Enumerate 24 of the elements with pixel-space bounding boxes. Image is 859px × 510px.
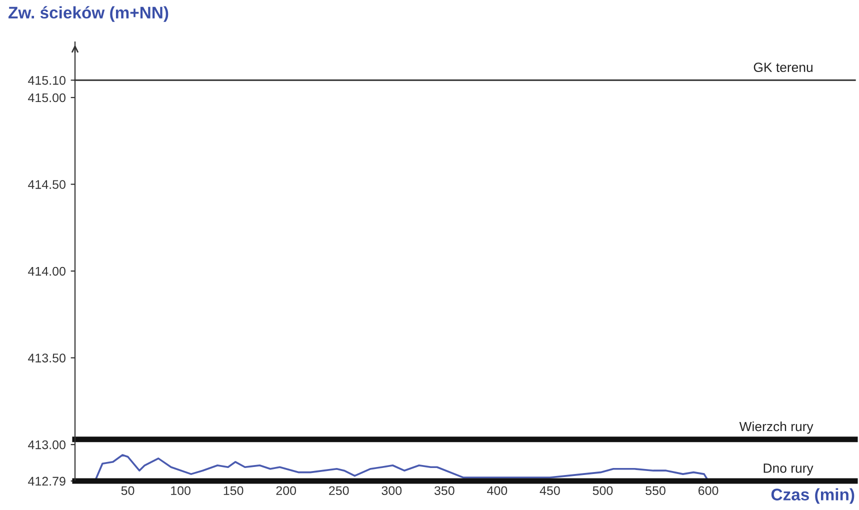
x-tick-label: 500 [592, 486, 613, 496]
x-tick-label: 50 [121, 486, 134, 496]
x-tick-label: 300 [382, 486, 402, 496]
x-tick-label: 200 [276, 486, 296, 496]
y-tick-label: 413.50 [28, 354, 66, 362]
y-tick-label: 414.50 [28, 180, 66, 189]
y-tick-label: 413.00 [28, 440, 66, 450]
y-tick-label: 415.10 [28, 76, 66, 85]
x-tick-label: 100 [171, 486, 190, 496]
y-tick-label: 412.79 [28, 476, 66, 486]
x-tick-label: 450 [540, 486, 560, 496]
ref-line-label: Wierzch rury [739, 422, 814, 434]
x-tick-label: 400 [487, 486, 508, 496]
x-axis-title: Czas (min) [771, 488, 854, 504]
ref-line-label: GK terenu [754, 62, 812, 72]
ref-line-label: Dno rury [764, 464, 814, 476]
x-tick-label: 250 [329, 486, 349, 496]
y-tick-label: 415.00 [28, 93, 66, 102]
x-tick-label: 350 [434, 486, 454, 496]
x-tick-label: 600 [698, 486, 718, 496]
y-tick-label: 414.00 [28, 266, 66, 276]
x-tick-label: 150 [224, 486, 244, 496]
y-axis-title: Zw. ścieków (m+NN) [8, 6, 168, 22]
x-tick-label: 550 [646, 486, 666, 496]
